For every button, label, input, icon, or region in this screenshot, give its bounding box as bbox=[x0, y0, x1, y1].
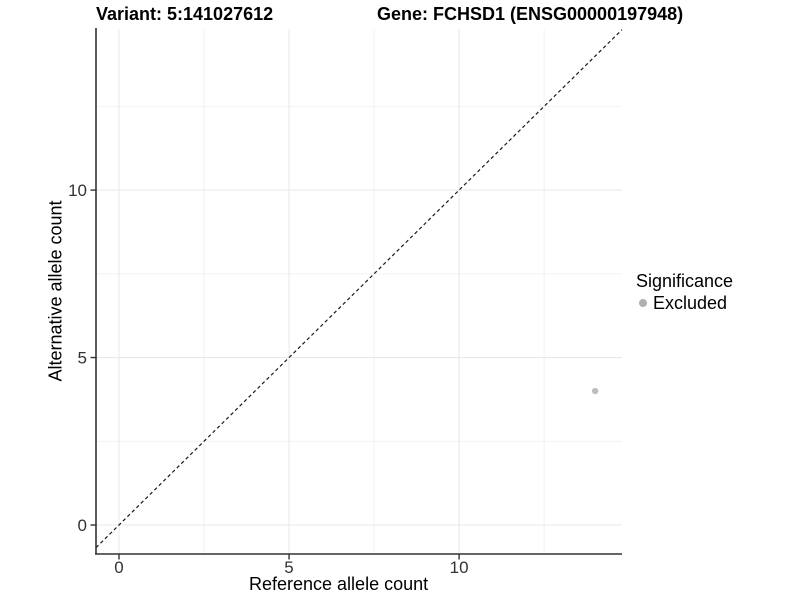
y-axis-title: Alternative allele count bbox=[45, 200, 66, 382]
data-point bbox=[591, 387, 599, 395]
variant-title: Variant: 5:141027612 bbox=[96, 4, 274, 24]
legend-entry-label: Excluded bbox=[653, 293, 728, 313]
excluded-point-icon bbox=[639, 299, 647, 307]
x-tick-label: 10 bbox=[450, 558, 469, 577]
legend-title: Significance bbox=[636, 271, 734, 291]
x-axis-title: Reference allele count bbox=[249, 574, 429, 594]
legend: Significance Excluded bbox=[636, 270, 733, 313]
y-tick-label: 0 bbox=[78, 516, 87, 535]
x-tick-label: 0 bbox=[114, 558, 123, 577]
y-tick-label: 10 bbox=[68, 181, 87, 200]
x-tick-label: 5 bbox=[284, 558, 293, 577]
gene-title: Gene: FCHSD1 (ENSG00000197948) bbox=[377, 4, 684, 24]
identity-dashed-line bbox=[95, 29, 623, 549]
y-tick-label: 5 bbox=[78, 349, 87, 368]
legend-entry-excluded: Excluded bbox=[639, 293, 733, 313]
